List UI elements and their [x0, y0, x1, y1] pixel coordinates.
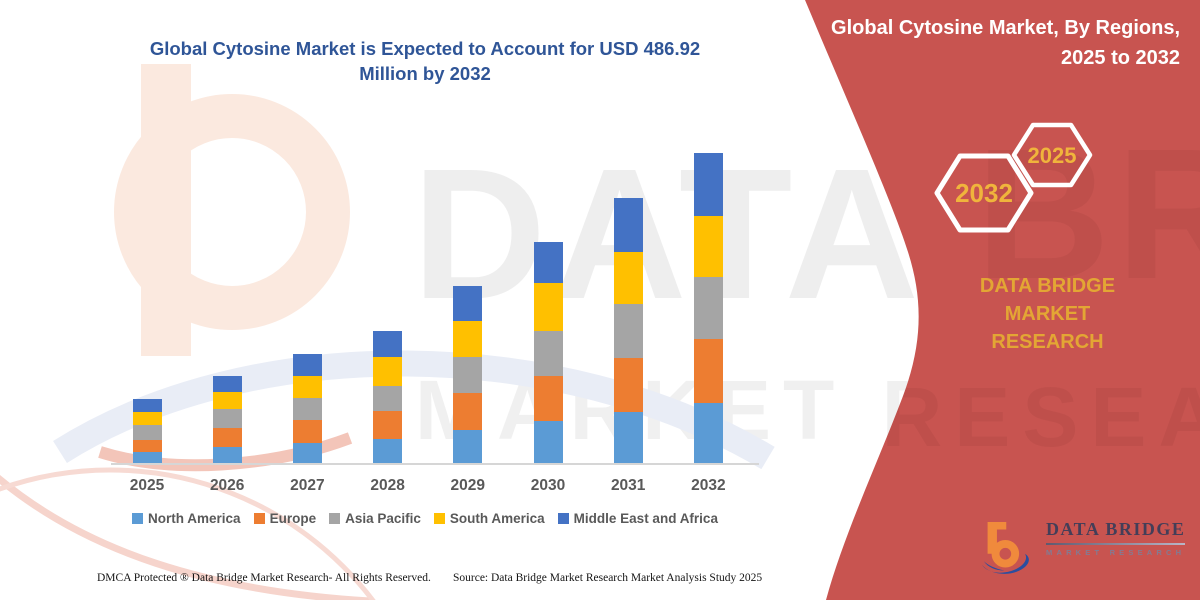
segment-asia-pacific-2032: [693, 277, 723, 340]
brand-text-line2: RESEARCH: [991, 331, 1104, 353]
segment-south-america-2031: [613, 252, 643, 304]
x-axis-label-2032: 2032: [691, 477, 726, 494]
legend-swatch-south-america: [433, 513, 445, 524]
hexagon-2032: [934, 153, 1034, 233]
segment-middle-east-and-africa-2032: [693, 153, 723, 217]
x-axis-label-2028: 2028: [370, 477, 405, 494]
logo-wordmark: DATA BRIDGE: [1046, 519, 1186, 539]
hexagon-2025: [1011, 122, 1093, 188]
panel-watermark-line2: MARKET RESEARCH: [415, 370, 1200, 464]
brand-text-line1: DATA BRIDGE MARKET: [979, 275, 1116, 325]
segment-middle-east-and-africa-2030: [533, 242, 563, 284]
hexagon-2032-label: 2032: [955, 178, 1013, 208]
panel-title-line1: Global Cytosine Market, By Regions,: [831, 17, 1180, 39]
chart-title: Global Cytosine Market is Expected to Ac…: [95, 36, 755, 86]
x-axis-label-2031: 2031: [610, 477, 646, 494]
segment-south-america-2032: [693, 216, 723, 278]
segment-asia-pacific-2031: [613, 303, 643, 359]
logo-divider: [1046, 543, 1186, 545]
chart-title-line2: Million by 2032: [359, 63, 491, 84]
x-axis-label-2030: 2030: [530, 477, 566, 494]
x-axis-label-2029: 2029: [450, 477, 486, 494]
side-panel-shape: [805, 0, 1200, 600]
hexagon-2025-label: 2025: [1028, 143, 1077, 168]
logo-text-block: DATA BRIDGE MARKET RESEARCH: [1046, 519, 1186, 557]
panel-title: Global Cytosine Market, By Regions, 2025…: [830, 13, 1180, 73]
panel-title-line2: 2025 to 2032: [1061, 47, 1180, 69]
legend-label-middle-east-and-africa: Middle East and Africa: [573, 511, 718, 526]
segment-south-america-2030: [533, 283, 563, 331]
logo-b-icon: [982, 522, 1029, 574]
segment-middle-east-and-africa-2031: [613, 198, 643, 253]
footer-source: Source: Data Bridge Market Research Mark…: [453, 572, 763, 584]
segment-middle-east-and-africa-2029: [453, 286, 483, 322]
legend-swatch-middle-east-and-africa: [557, 513, 569, 524]
hexagon-badges: 2032 2025: [934, 122, 1093, 233]
legend-item-middle-east-and-africa: Middle East and Africa: [557, 511, 718, 526]
dbmr-logo: DATA BRIDGE MARKET RESEARCH: [982, 519, 1186, 581]
legend-item-south-america: South America: [433, 511, 545, 526]
chart-title-line1: Global Cytosine Market is Expected to Ac…: [149, 38, 701, 59]
logo-subtitle: MARKET RESEARCH: [1046, 548, 1186, 557]
brand-text: DATA BRIDGE MARKET RESEARCH: [935, 272, 1160, 356]
legend-label-south-america: South America: [449, 511, 545, 526]
